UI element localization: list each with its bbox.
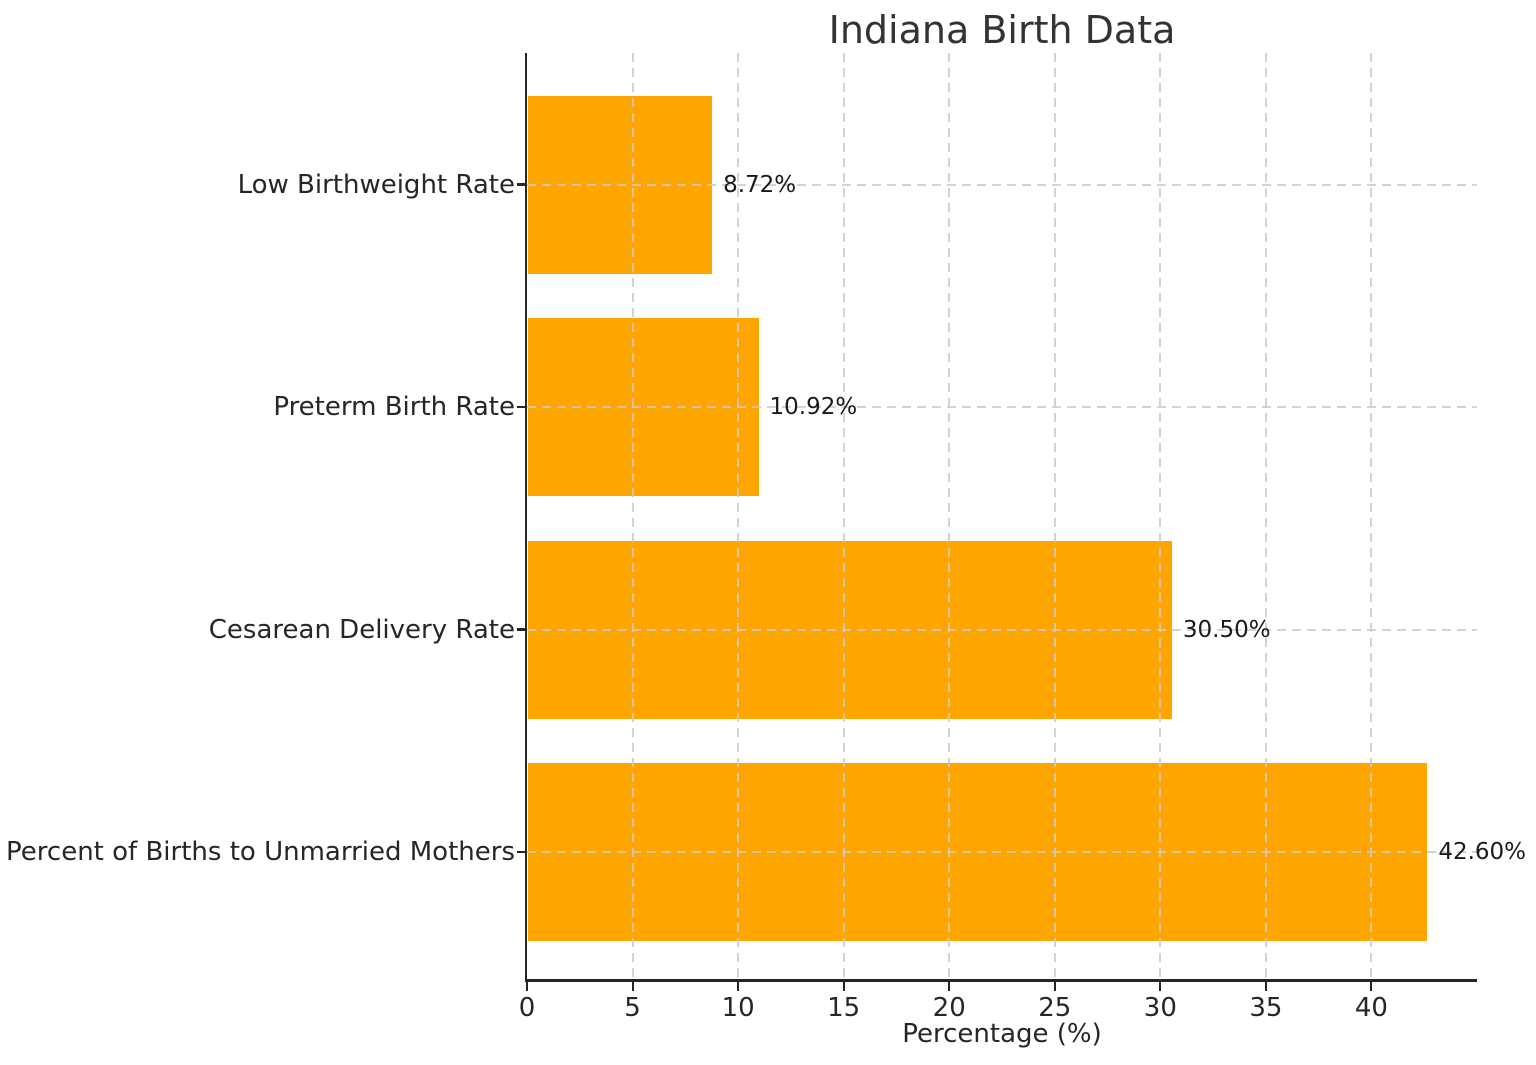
x-tick-mark [1159, 981, 1162, 991]
chart-title: Indiana Birth Data [828, 8, 1176, 52]
x-tick-mark [1370, 981, 1373, 991]
x-tick-mark [631, 981, 634, 991]
x-tick-label: 35 [1249, 993, 1283, 1023]
x-tick-label: 30 [1143, 993, 1177, 1023]
bar-value-label: 10.92% [769, 394, 858, 420]
horizontal-gridline [527, 406, 1477, 408]
x-tick-label: 0 [518, 993, 536, 1023]
category-label: Preterm Birth Rate [273, 392, 515, 422]
vertical-gridline [1264, 53, 1267, 979]
bar-value-label: 42.60% [1438, 839, 1527, 865]
x-tick-label: 40 [1354, 993, 1388, 1023]
y-tick-mark [516, 183, 525, 186]
category-label: Cesarean Delivery Rate [208, 614, 515, 645]
horizontal-gridline [527, 851, 1477, 853]
x-tick-mark [842, 981, 845, 991]
x-tick-label: 5 [624, 993, 641, 1023]
x-tick-label: 20 [932, 993, 966, 1023]
horizontal-gridline [527, 183, 1477, 186]
vertical-gridline [1370, 53, 1373, 979]
x-tick-label: 25 [1038, 993, 1072, 1023]
category-label: Percent of Births to Unmarried Mothers [6, 837, 515, 867]
x-tick-label: 10 [721, 993, 755, 1023]
y-tick-mark [516, 850, 525, 854]
plot-area: 8.72% 10.92% 30.50% 42.60% [527, 53, 1526, 979]
vertical-gridline [948, 53, 951, 979]
y-axis-spine [524, 53, 527, 979]
vertical-gridline [1053, 53, 1056, 979]
x-tick-mark [1264, 981, 1267, 991]
x-axis-label: Percentage (%) [902, 1019, 1102, 1049]
x-tick-mark [1053, 981, 1056, 991]
vertical-gridline [737, 53, 740, 979]
horizontal-gridline [527, 628, 1477, 631]
y-tick-mark [516, 628, 525, 631]
vertical-gridline [1159, 53, 1162, 979]
bar-value-label: 30.50% [1182, 616, 1271, 643]
x-tick-mark [948, 981, 951, 991]
x-axis-spine [524, 979, 1477, 982]
y-tick-mark [516, 405, 525, 409]
x-tick-mark [737, 981, 740, 991]
x-tick-label: 15 [827, 993, 861, 1023]
vertical-gridline [842, 53, 845, 979]
bar-value-label: 8.72% [723, 171, 797, 198]
x-tick-mark [526, 981, 528, 991]
category-label: Low Birthweight Rate [237, 169, 515, 200]
vertical-gridline [631, 53, 634, 979]
